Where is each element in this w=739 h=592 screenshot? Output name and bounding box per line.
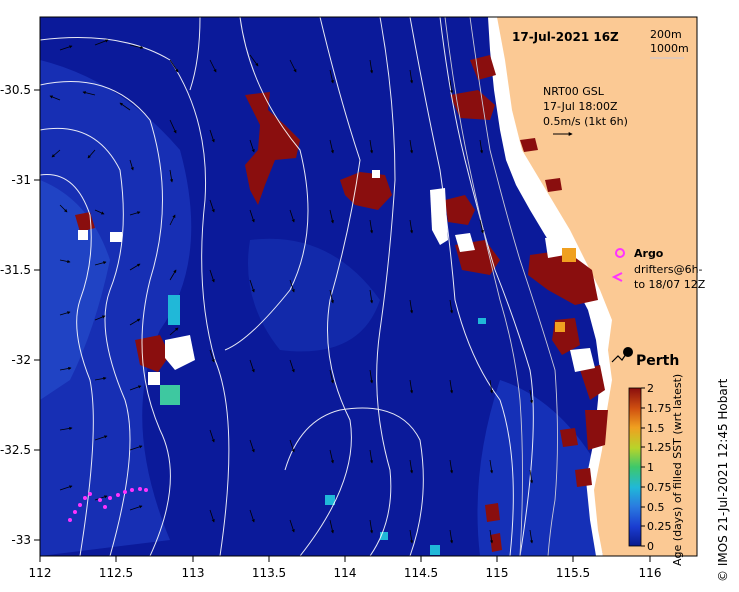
colorbar-tick-label: 0.5 [647, 501, 665, 514]
no-data-patches [78, 170, 595, 385]
y-tick-label: -30.5 [0, 83, 31, 97]
argo-legend: Argo [615, 247, 664, 260]
x-tick-label: 116 [639, 566, 662, 580]
x-tick-label: 114.5 [404, 566, 438, 580]
argo-marker-icon [615, 248, 625, 258]
bathymetry-contours [444, 17, 558, 556]
x-tick-label: 114 [334, 566, 357, 580]
coastal-white-band [488, 17, 612, 556]
plot-frame [39, 16, 698, 557]
y-tick-label: -31.5 [0, 263, 31, 277]
ocean-light-patch [40, 60, 192, 556]
depth-1000-label: 1000m [650, 42, 689, 55]
credit-text: © IMOS 21-Jul-2021 12:45 Hobart [716, 378, 730, 582]
colorbar-tick-label: 0.25 [647, 520, 672, 533]
x-tick-label: 112 [29, 566, 52, 580]
colorbar-tick-label: 1.5 [647, 422, 665, 435]
y-tick-label: -32.5 [0, 443, 31, 457]
sst-contours [40, 17, 534, 556]
x-tick-label: 115 [486, 566, 509, 580]
x-tick-label: 113.5 [252, 566, 286, 580]
drifter-legend: drifters@6h- to 18/07 12Z [611, 263, 706, 291]
colorbar-gradient [628, 387, 642, 547]
colorbar-tick-label: 0 [647, 540, 654, 553]
recent-data-patches [160, 248, 576, 555]
colorbar-tick-label: 1.75 [647, 402, 672, 415]
ocean-light-patch [477, 380, 600, 556]
x-axis [39, 556, 651, 562]
drifter-tracks [68, 487, 148, 522]
argo-label: Argo [634, 247, 664, 260]
x-tick-label: 112.5 [99, 566, 133, 580]
current-legend-model: NRT00 GSL [543, 85, 605, 98]
current-legend-time: 17-Jul 18:00Z [543, 100, 618, 113]
drifter-label-line2: to 18/07 12Z [634, 278, 706, 291]
ocean-light-patch [248, 238, 380, 352]
river-icon [611, 353, 627, 363]
map-title: 17-Jul-2021 16Z [512, 30, 619, 44]
ocean-light-patch [40, 180, 110, 400]
colorbar-tick-label: 0.75 [647, 481, 672, 494]
perth-marker: Perth [611, 347, 679, 369]
y-tick-label: -32 [11, 353, 31, 367]
x-tick-label: 113 [182, 566, 205, 580]
current-vectors [49, 39, 534, 544]
y-tick-label: -31 [11, 173, 31, 187]
y-axis [34, 89, 40, 541]
colorbar-tick-label: 2 [647, 382, 654, 395]
drifter-marker-icon [611, 272, 623, 282]
depth-200-label: 200m [650, 28, 682, 41]
city-label: Perth [636, 353, 679, 369]
colorbar-title: Age (days) of filled SST (wrt latest) [671, 374, 684, 566]
colorbar-tick-label: 1.25 [647, 441, 672, 454]
y-tick-label: -33 [11, 533, 31, 547]
colorbar-tick-label: 1 [647, 461, 654, 474]
colorbar: 0 0.25 0.5 0.75 1 1.25 1.5 1.75 2 Age (d… [628, 374, 684, 566]
x-tick-label: 115.5 [556, 566, 590, 580]
current-legend-scale: 0.5m/s (1kt 6h) [543, 115, 628, 128]
drifter-label-line1: drifters@6h- [634, 263, 703, 276]
